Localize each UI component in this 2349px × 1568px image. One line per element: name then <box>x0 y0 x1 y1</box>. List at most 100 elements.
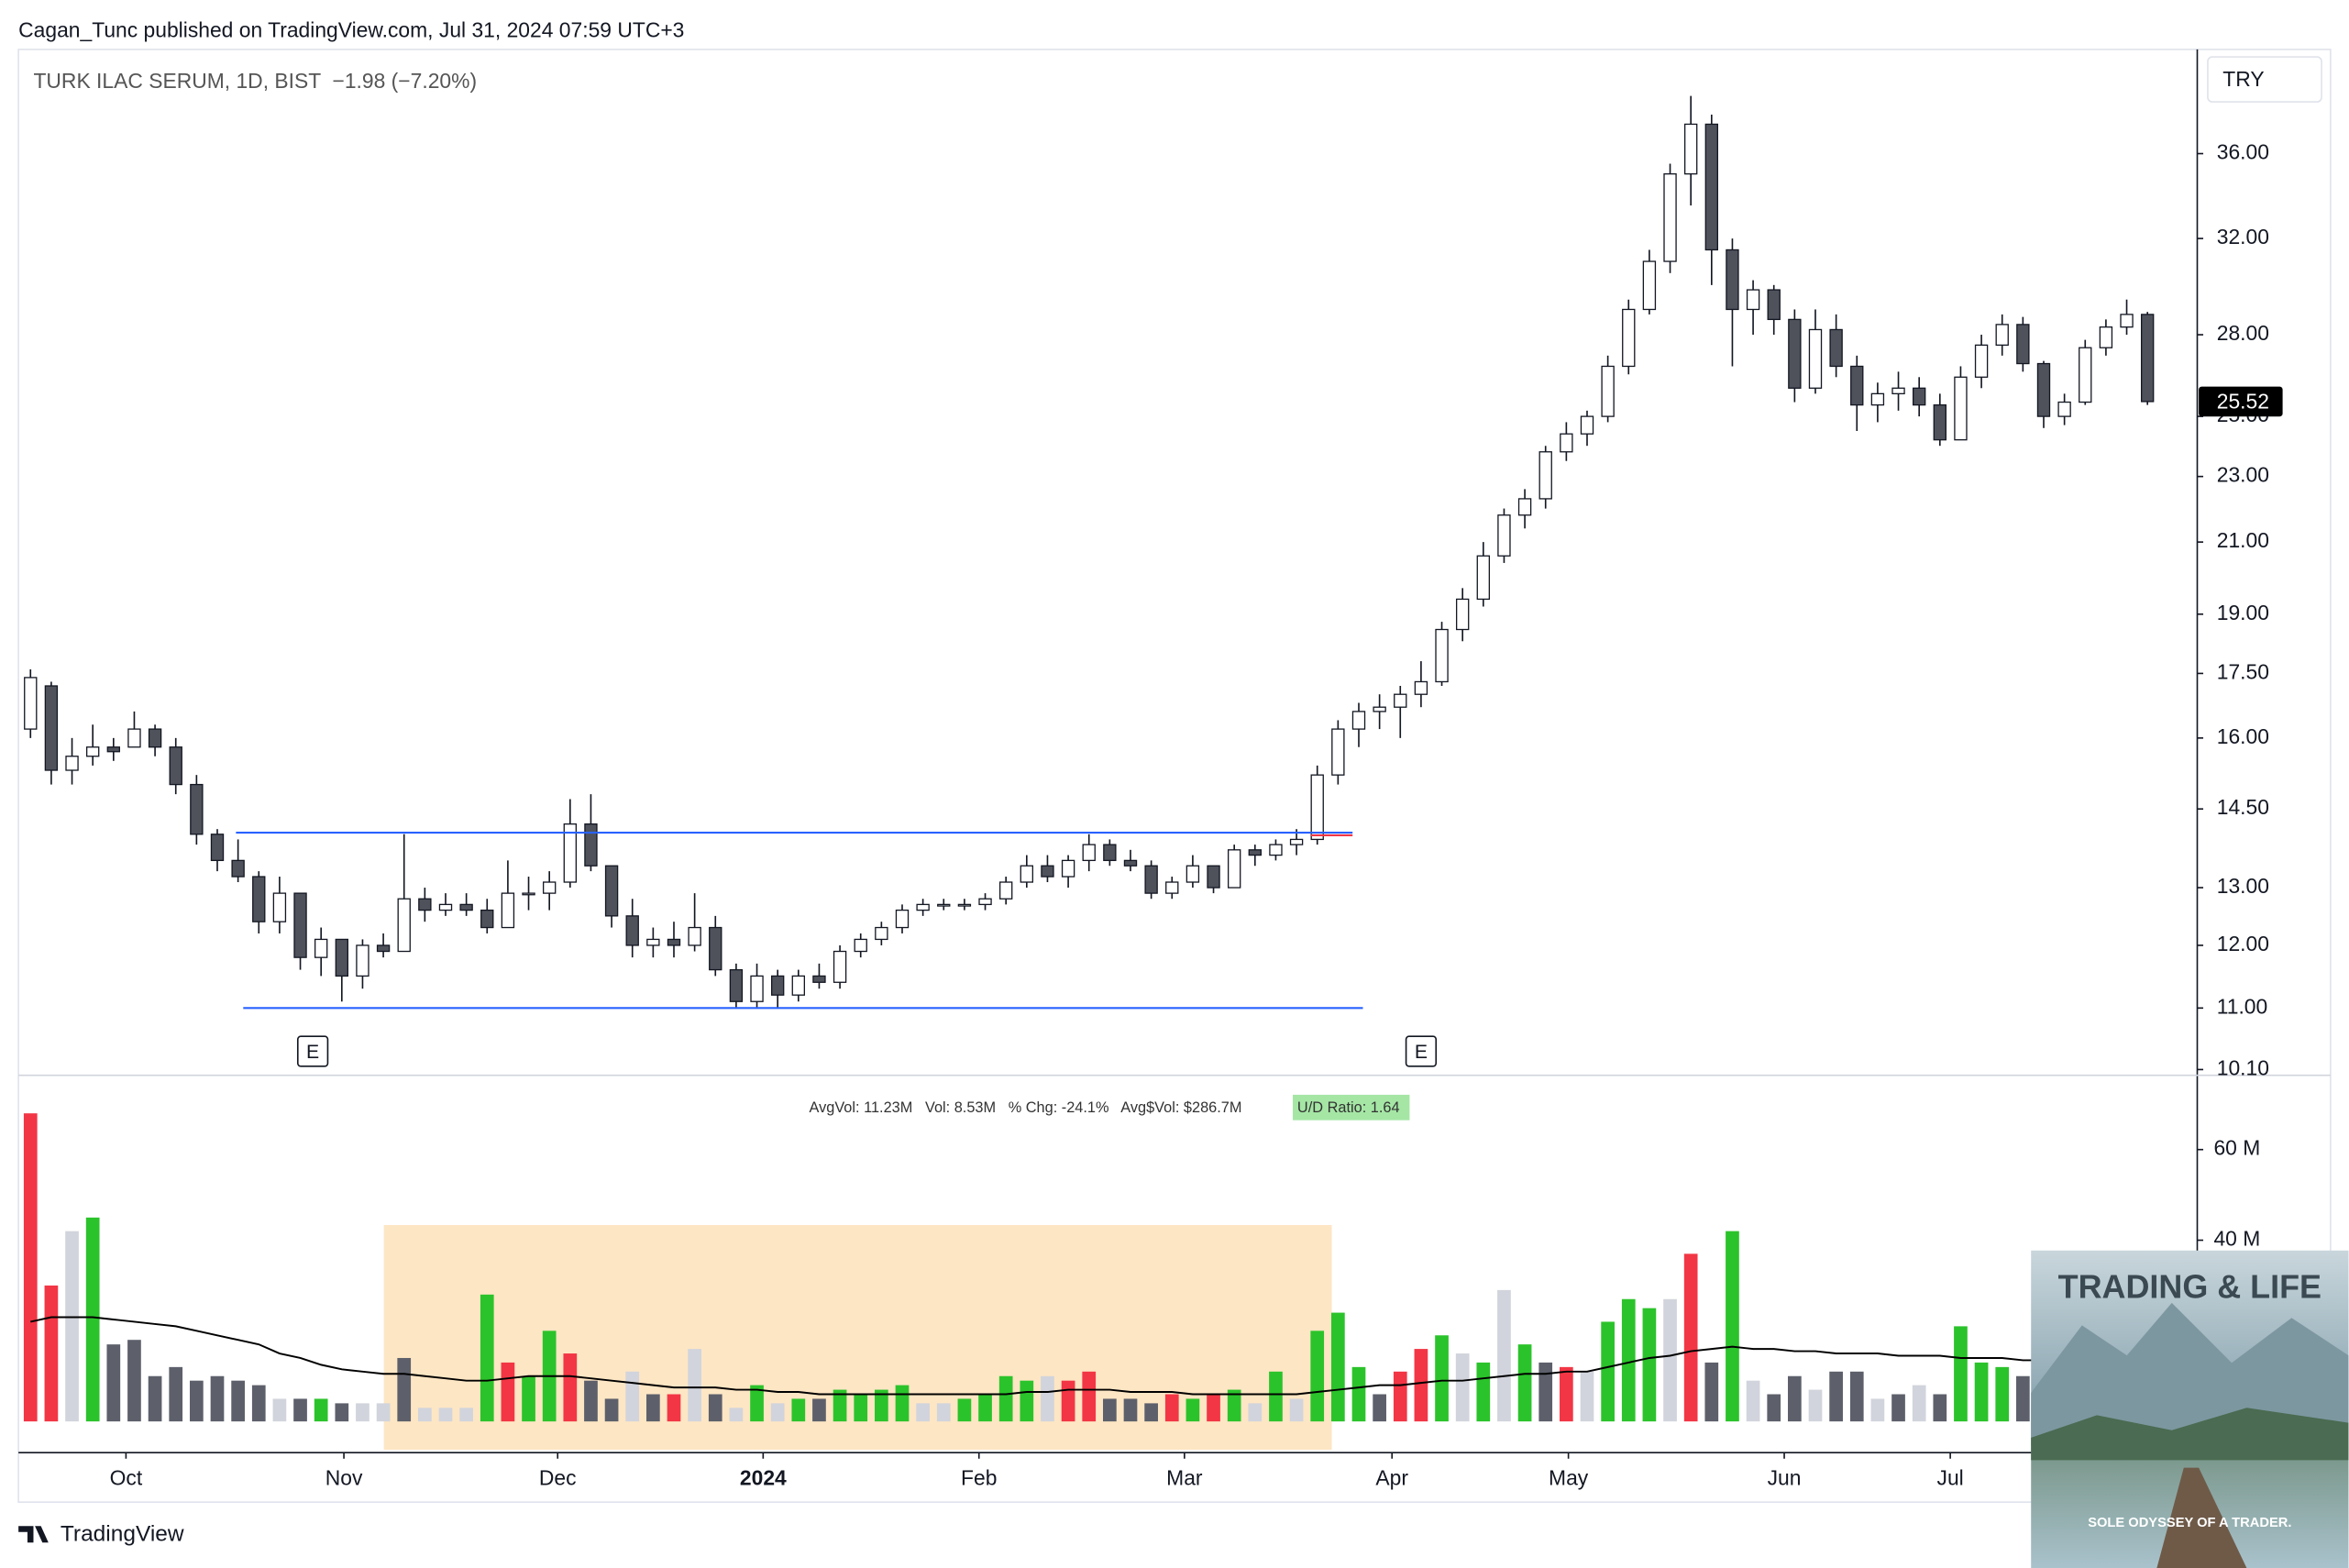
x-tick-label: Oct <box>110 1466 143 1490</box>
volume-bar <box>1186 1398 1200 1422</box>
watermark: TRADING & LIFE SOLE ODYSSEY OF A TRADER. <box>2031 1250 2349 1568</box>
x-tick-label: Nov <box>325 1466 363 1490</box>
volume-bar <box>169 1366 183 1422</box>
candle-body <box>1974 344 1989 378</box>
volume-bar <box>376 1403 391 1422</box>
volume-bar <box>314 1398 328 1422</box>
volume-bar <box>1974 1362 1989 1422</box>
candle-body <box>957 903 972 907</box>
volume-bar <box>148 1375 162 1422</box>
volume-bar <box>501 1362 515 1422</box>
candle-body <box>1560 433 1573 453</box>
volume-bar <box>936 1403 951 1422</box>
candle-body <box>1186 865 1200 883</box>
candle-body <box>1704 123 1718 251</box>
candle-body <box>542 881 557 894</box>
volume-bar <box>190 1380 204 1422</box>
candle-body <box>1227 849 1241 889</box>
x-tick-label: Mar <box>1166 1466 1203 1490</box>
volume-bar <box>210 1375 225 1422</box>
candle-body <box>1310 774 1324 841</box>
candle-body <box>438 903 453 911</box>
volume-bar <box>1041 1375 1054 1422</box>
volume-bar <box>1663 1298 1677 1422</box>
candle-body <box>2016 324 2030 365</box>
currency-box[interactable] <box>2207 56 2322 103</box>
volume-bar <box>272 1398 287 1422</box>
candle-body <box>231 859 245 878</box>
candle-body <box>1580 415 1594 435</box>
candle-body <box>791 975 805 996</box>
candle-body <box>335 938 349 977</box>
candle-body <box>1269 844 1283 856</box>
candle-body <box>937 903 951 907</box>
candle-body <box>1601 365 1615 417</box>
chart-frame <box>17 49 2332 1503</box>
candle-body <box>459 903 473 911</box>
candle-body <box>24 677 38 730</box>
volume-bar <box>106 1344 121 1422</box>
candle-body <box>1497 514 1511 557</box>
volume-bar <box>1497 1289 1511 1422</box>
volume-bar <box>1269 1371 1283 1422</box>
candle-body <box>1061 859 1075 878</box>
currency: TRY <box>2222 67 2264 91</box>
candle-body <box>1144 865 1158 894</box>
candle-body <box>1788 318 1802 389</box>
volume-bar <box>1746 1380 1760 1422</box>
candle-body <box>2140 314 2155 403</box>
candle-body <box>1870 392 1885 406</box>
volume-bar <box>1414 1349 1428 1422</box>
volume-bar <box>1455 1353 1470 1422</box>
y-tick-label: 12.00 <box>2217 932 2269 955</box>
volume-bar <box>418 1408 432 1422</box>
volume-bar <box>1061 1380 1075 1422</box>
volume-bar <box>522 1375 535 1422</box>
volume-average-line <box>30 1316 2148 1396</box>
volume-bar <box>1373 1394 1386 1422</box>
x-tick-label: Apr <box>1375 1466 1408 1490</box>
volume-bar <box>978 1394 992 1422</box>
volume-bar <box>1289 1398 1304 1422</box>
volume-bar <box>1103 1398 1117 1422</box>
volume-bar <box>1870 1398 1885 1422</box>
symbol-legend: TURK ILAC SERUM, 1D, BIST −1.98 (−7.20%) <box>33 69 477 93</box>
candle-body <box>625 915 639 946</box>
candle-body <box>169 746 182 786</box>
volume-bar <box>1207 1394 1220 1422</box>
volume-bar <box>44 1285 59 1422</box>
volume-bar <box>1517 1344 1532 1422</box>
volume-bar <box>1808 1389 1823 1422</box>
candle-body <box>376 944 391 953</box>
y-tick-label: 36.00 <box>2217 140 2269 164</box>
candle-body <box>1351 711 1366 730</box>
candle-body <box>501 892 515 929</box>
volume-bar <box>251 1385 266 1422</box>
volume-bar <box>1082 1371 1097 1422</box>
volume-bar <box>1642 1308 1657 1422</box>
volume-bar <box>1123 1398 1138 1422</box>
candle-body <box>1891 387 1905 395</box>
candle-body <box>1476 555 1490 601</box>
earnings-label: E <box>1415 1042 1428 1063</box>
volume-bar <box>667 1394 681 1422</box>
volume-bar <box>1788 1375 1802 1422</box>
candle-body <box>1995 324 2009 347</box>
volume-bar <box>23 1113 38 1422</box>
y-tick-label: 19.00 <box>2217 601 2269 624</box>
candle-body <box>1850 365 1864 406</box>
candle-body <box>1435 628 1449 683</box>
candle-body <box>356 944 369 977</box>
volume-bar <box>791 1398 806 1422</box>
candle-body <box>1767 289 1781 321</box>
x-tick-label: Feb <box>961 1466 997 1490</box>
volume-bar <box>127 1340 141 1422</box>
volume-bar <box>397 1357 412 1422</box>
candle-body <box>1538 451 1552 500</box>
volume-bar <box>916 1403 930 1422</box>
ud-ratio-box <box>1293 1094 1410 1121</box>
candle-body <box>1642 260 1657 311</box>
ud-ratio: U/D Ratio: 1.64 <box>1297 1099 1400 1116</box>
